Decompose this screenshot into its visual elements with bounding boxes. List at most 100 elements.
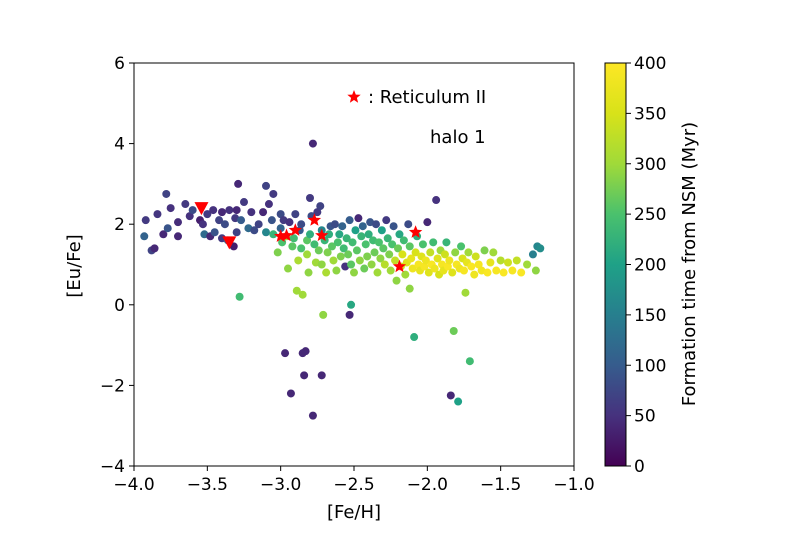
data-point <box>443 262 452 271</box>
colorbar-tick-label: 0 <box>634 457 645 477</box>
data-point <box>240 198 248 207</box>
data-point <box>319 310 328 319</box>
data-point <box>181 200 190 209</box>
data-point <box>407 254 416 263</box>
data-point <box>225 206 234 215</box>
data-point <box>267 216 276 225</box>
data-point <box>461 288 470 297</box>
data-point <box>388 240 397 249</box>
data-point <box>328 242 336 251</box>
data-point <box>298 290 307 299</box>
plot-area: −4.0 −3.5 −3.0 −2.5 −2.0 −1.5 −1.0 −4 −2 0 2 4 6 <box>100 54 595 495</box>
data-point <box>430 264 439 273</box>
data-point <box>294 256 303 265</box>
data-point <box>308 139 317 148</box>
data-point <box>423 218 432 227</box>
data-point <box>418 240 427 249</box>
data-point <box>433 254 442 263</box>
x-tick-label: −3.0 <box>260 475 301 495</box>
data-point <box>288 242 297 251</box>
data-point <box>457 242 466 251</box>
data-point <box>153 210 162 219</box>
legend-annotation: : Reticulum II <box>347 87 486 108</box>
data-point <box>345 216 354 225</box>
data-point <box>333 238 342 247</box>
y-axis-label: [Eu/Fe] <box>64 234 85 297</box>
data-point <box>262 181 270 190</box>
data-point <box>364 230 373 239</box>
data-point <box>531 266 540 275</box>
data-point <box>429 238 438 247</box>
data-point <box>421 256 430 265</box>
data-point <box>361 240 370 249</box>
colorbar-tick-label: 200 <box>634 256 666 276</box>
data-point <box>306 230 314 239</box>
data-point <box>386 266 395 275</box>
data-point <box>339 244 348 253</box>
colorbar-ticks: 0 50 100 150 200 250 300 350 400 <box>626 54 666 477</box>
data-point <box>163 224 172 233</box>
data-point <box>303 250 312 259</box>
data-point <box>367 260 376 269</box>
data-point <box>464 248 473 257</box>
data-point <box>188 206 197 215</box>
data-point <box>317 371 326 380</box>
x-tick-label: −1.5 <box>480 475 521 495</box>
y-tick-label: −2 <box>100 376 125 396</box>
x-axis-label: [Fe/H] <box>327 502 381 523</box>
data-point <box>470 270 479 279</box>
data-point <box>329 256 338 265</box>
data-point <box>358 222 367 231</box>
data-point <box>234 179 243 188</box>
data-point <box>323 248 332 257</box>
legend-label: : Reticulum II <box>368 87 486 108</box>
data-point <box>380 260 389 269</box>
data-point <box>285 218 294 227</box>
data-point <box>486 258 495 267</box>
data-point <box>174 218 182 227</box>
data-point <box>292 286 301 295</box>
x-tick-label: −1.0 <box>553 475 594 495</box>
data-point <box>210 228 219 237</box>
data-point <box>198 220 207 229</box>
data-point <box>308 411 317 420</box>
data-point <box>322 268 331 277</box>
data-point <box>363 252 372 261</box>
data-point <box>354 214 363 223</box>
data-point <box>373 268 382 277</box>
data-point <box>141 216 150 225</box>
data-point <box>220 220 229 229</box>
data-point <box>314 246 323 255</box>
x-tick-label: −3.5 <box>187 475 228 495</box>
data-point <box>404 220 413 229</box>
data-point <box>330 220 339 229</box>
reticulum-star-point <box>307 213 322 226</box>
reticulum-star-point <box>274 229 288 242</box>
data-point <box>232 206 241 215</box>
data-point <box>284 264 292 273</box>
data-point <box>460 266 468 275</box>
data-point <box>291 210 300 219</box>
data-point <box>467 262 476 271</box>
data-point <box>332 266 341 275</box>
data-point <box>345 310 354 319</box>
data-point <box>286 389 295 398</box>
data-point <box>297 220 306 229</box>
data-point <box>348 238 357 247</box>
data-point <box>449 326 458 335</box>
data-point <box>536 244 545 253</box>
data-point <box>304 268 313 277</box>
data-point <box>448 268 457 277</box>
data-point <box>232 228 241 237</box>
data-point <box>310 240 319 249</box>
reticulum-star-point <box>408 225 423 238</box>
data-point <box>370 248 379 257</box>
colorbar-tick-label: 250 <box>634 205 666 225</box>
data-point <box>313 208 322 217</box>
data-point <box>325 230 334 239</box>
data-point <box>492 266 501 275</box>
y-tick-label: −4 <box>100 457 125 477</box>
data-point <box>483 268 492 277</box>
data-point <box>391 256 400 265</box>
